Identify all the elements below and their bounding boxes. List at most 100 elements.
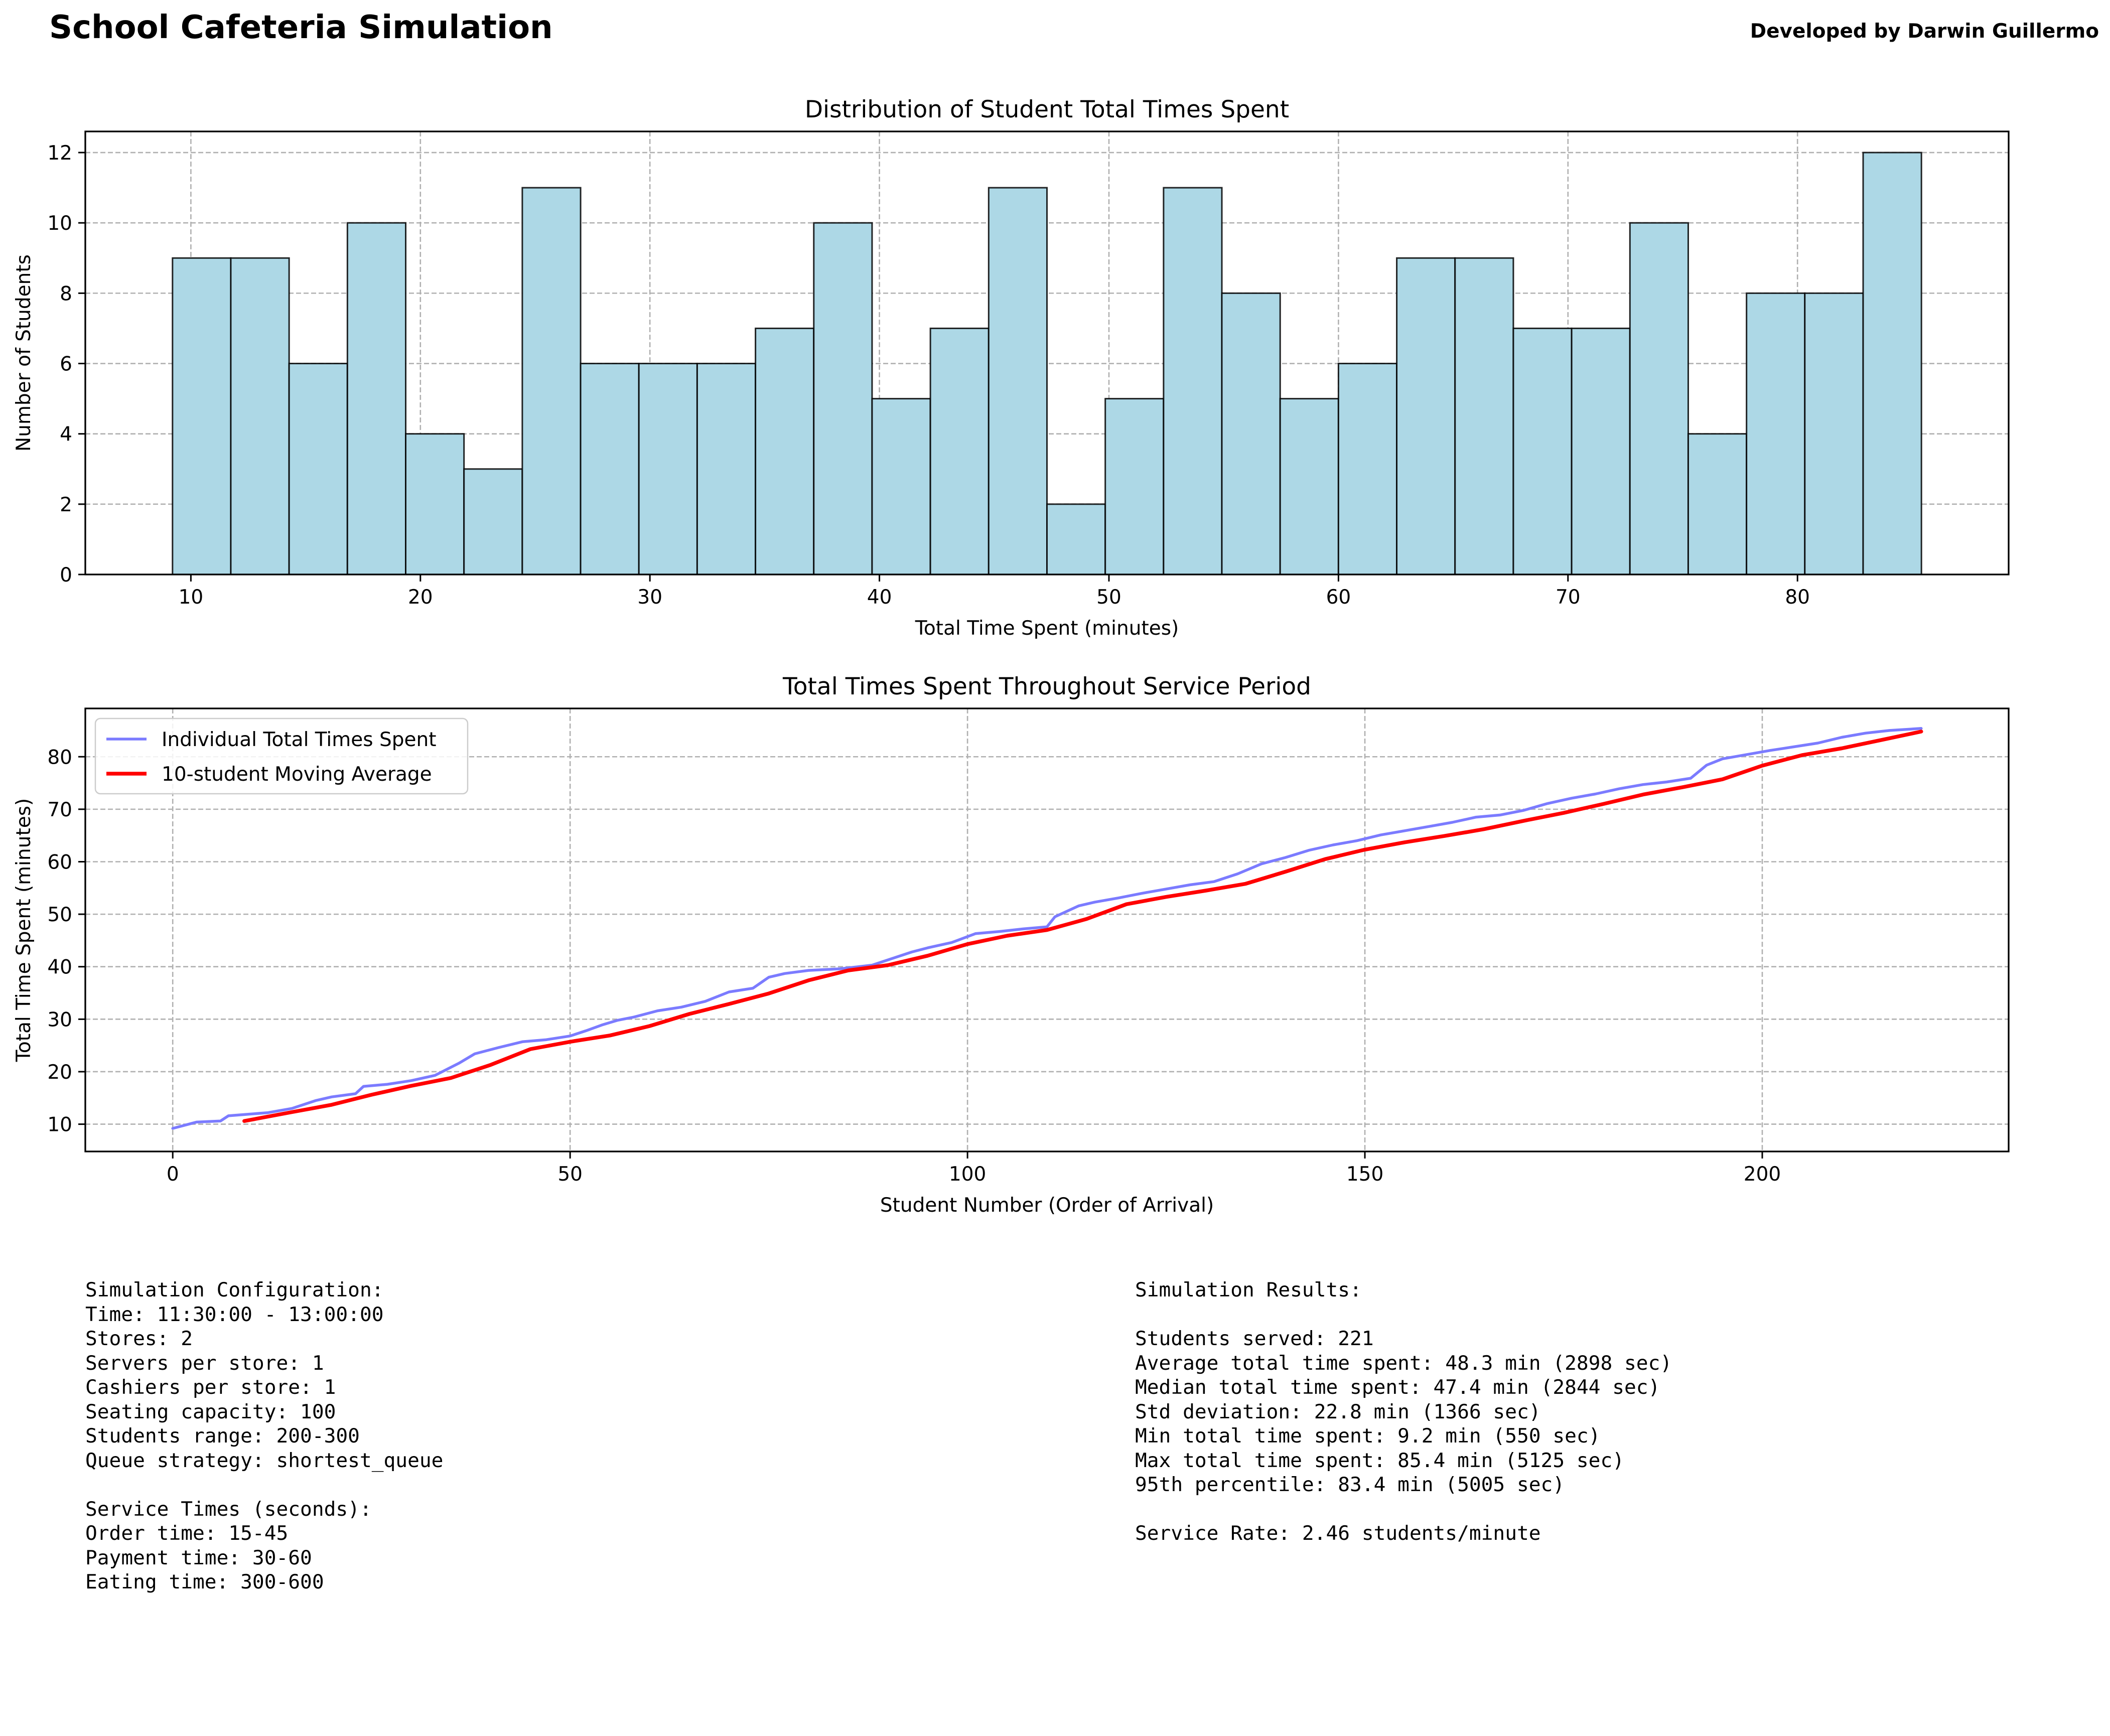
moving-average-line xyxy=(242,730,1923,1123)
config-line: Time: 11:30:00 - 13:00:00 xyxy=(85,1303,384,1326)
histogram-bar xyxy=(1396,257,1456,575)
histogram-bar xyxy=(230,257,290,575)
histogram-bar xyxy=(580,363,640,575)
x-tick-label: 10 xyxy=(179,586,204,609)
histogram-bar xyxy=(1512,327,1573,575)
config-line: Seating capacity: 100 xyxy=(85,1400,336,1423)
y-tick-label: 8 xyxy=(60,282,72,305)
results-line xyxy=(1135,1303,1672,1327)
plot-frame xyxy=(84,707,2010,1152)
x-tick-label: 100 xyxy=(949,1163,986,1186)
histogram-bar xyxy=(172,257,232,575)
histogram-bar xyxy=(871,398,931,575)
histogram-bar xyxy=(755,327,815,575)
config-line: Servers per store: 1 xyxy=(85,1351,324,1375)
histogram-bar xyxy=(1629,222,1689,575)
histogram-bar xyxy=(1221,292,1281,575)
y-tick-label: 10 xyxy=(47,212,72,235)
histogram-chart: 10 20 30 40 50 60 70 80 0 2 4 6 8 10 12 Distribution of… xyxy=(13,96,2010,640)
y-tick-label: 80 xyxy=(47,746,72,769)
y-tick-label: 70 xyxy=(47,799,72,821)
x-tick-label: 0 xyxy=(167,1163,179,1186)
histogram-bar xyxy=(1687,433,1748,575)
config-line: Eating time: 300-600 xyxy=(85,1570,324,1594)
histogram-bar xyxy=(405,433,465,575)
results-line: Median total time spent: 47.4 min (2844 … xyxy=(1135,1376,1660,1399)
histogram-bar xyxy=(696,363,757,575)
line-chart-title: Total Times Spent Throughout Service Per… xyxy=(782,673,1311,700)
config-line: Cashiers per store: 1 xyxy=(85,1376,336,1399)
x-tick-label: 30 xyxy=(637,586,662,609)
config-line: Queue strategy: shortest_queue xyxy=(85,1449,444,1472)
histogram-bar xyxy=(1163,187,1223,575)
x-tick-label: 60 xyxy=(1326,586,1351,609)
results-line: Students served: 221 xyxy=(1135,1327,1374,1350)
config-line: Service Times (seconds): xyxy=(85,1497,372,1521)
config-line: Students range: 200-300 xyxy=(85,1424,360,1448)
results-line: Average total time spent: 48.3 min (2898… xyxy=(1135,1351,1672,1375)
config-line xyxy=(85,1473,443,1497)
config-line: Stores: 2 xyxy=(85,1327,193,1350)
results-line: Max total time spent: 85.4 min (5125 sec… xyxy=(1135,1449,1625,1472)
histogram-bar xyxy=(288,363,348,575)
legend-label-individual: Individual Total Times Spent xyxy=(162,729,437,751)
simulation-results-panel: Simulation Results: Students served: 221 A… xyxy=(1135,1278,1672,1546)
config-line: Simulation Configuration: xyxy=(85,1278,384,1301)
developer-credit: Developed by Darwin Guillermo xyxy=(1750,20,2099,43)
results-line: Service Rate: 2.46 students/minute xyxy=(1135,1522,1541,1545)
histogram-bar xyxy=(988,187,1048,575)
page-title: School Cafeteria Simulation xyxy=(49,9,553,46)
individual-times-line xyxy=(171,727,1923,1130)
y-tick-label: 20 xyxy=(47,1061,72,1084)
y-tick-label: 30 xyxy=(47,1008,72,1031)
line-chart-y-axis-label: Total Time Spent (minutes) xyxy=(13,798,35,1063)
y-tick-label: 10 xyxy=(47,1114,72,1136)
histogram-x-axis-label: Total Time Spent (minutes) xyxy=(915,617,1179,640)
y-tick-label: 6 xyxy=(60,353,72,376)
x-tick-label: 40 xyxy=(867,586,892,609)
x-tick-label: 150 xyxy=(1346,1163,1383,1186)
histogram-bar xyxy=(1571,327,1631,575)
results-line: 95th percentile: 83.4 min (5005 sec) xyxy=(1135,1473,1565,1496)
histogram-bar xyxy=(638,363,698,575)
plot-frame xyxy=(84,130,2010,575)
y-tick-label: 0 xyxy=(60,564,72,587)
histogram-bar xyxy=(1279,398,1339,575)
legend-box xyxy=(94,717,469,795)
config-line: Payment time: 30-60 xyxy=(85,1546,312,1569)
histogram-bar xyxy=(521,187,582,575)
x-tick-label: 50 xyxy=(557,1163,583,1186)
histogram-bar xyxy=(463,468,523,575)
results-line: Min total time spent: 9.2 min (550 sec) xyxy=(1135,1424,1601,1448)
histogram-bar xyxy=(1337,363,1398,575)
legend: Individual Total Times Spent 10-student M… xyxy=(94,717,469,795)
y-tick-label: 40 xyxy=(47,956,72,979)
histogram-bar xyxy=(1046,503,1106,575)
x-tick-label: 20 xyxy=(408,586,433,609)
y-tick-label: 4 xyxy=(60,423,72,446)
x-tick-label: 70 xyxy=(1556,586,1581,609)
results-line: Std deviation: 22.8 min (1366 sec) xyxy=(1135,1400,1541,1423)
histogram-bar xyxy=(346,222,407,575)
y-tick-label: 50 xyxy=(47,904,72,926)
results-line xyxy=(1135,1497,1672,1522)
histogram-bar xyxy=(1746,292,1806,575)
y-tick-label: 2 xyxy=(60,494,72,516)
histogram-bar xyxy=(1104,398,1165,575)
y-tick-label: 60 xyxy=(47,851,72,874)
histogram-bar xyxy=(929,327,990,575)
results-line: Simulation Results: xyxy=(1135,1278,1362,1301)
histogram-title: Distribution of Student Total Times Spen… xyxy=(805,96,1289,123)
simulation-configuration-panel: Simulation Configuration: Time: 11:30:00 … xyxy=(85,1278,443,1595)
line-chart: 0 50 100 150 200 10 20 30 40 50 60 70 80 Total Times … xyxy=(13,673,2010,1217)
config-line: Order time: 15-45 xyxy=(85,1522,289,1545)
legend-label-moving-average: 10-student Moving Average xyxy=(162,763,432,786)
x-tick-label: 200 xyxy=(1744,1163,1781,1186)
histogram-bar xyxy=(1454,257,1514,575)
histogram-bar xyxy=(813,222,873,575)
x-tick-label: 80 xyxy=(1785,586,1810,609)
y-tick-label: 12 xyxy=(47,142,72,165)
histogram-bar xyxy=(1862,152,1922,575)
x-tick-label: 50 xyxy=(1096,586,1121,609)
